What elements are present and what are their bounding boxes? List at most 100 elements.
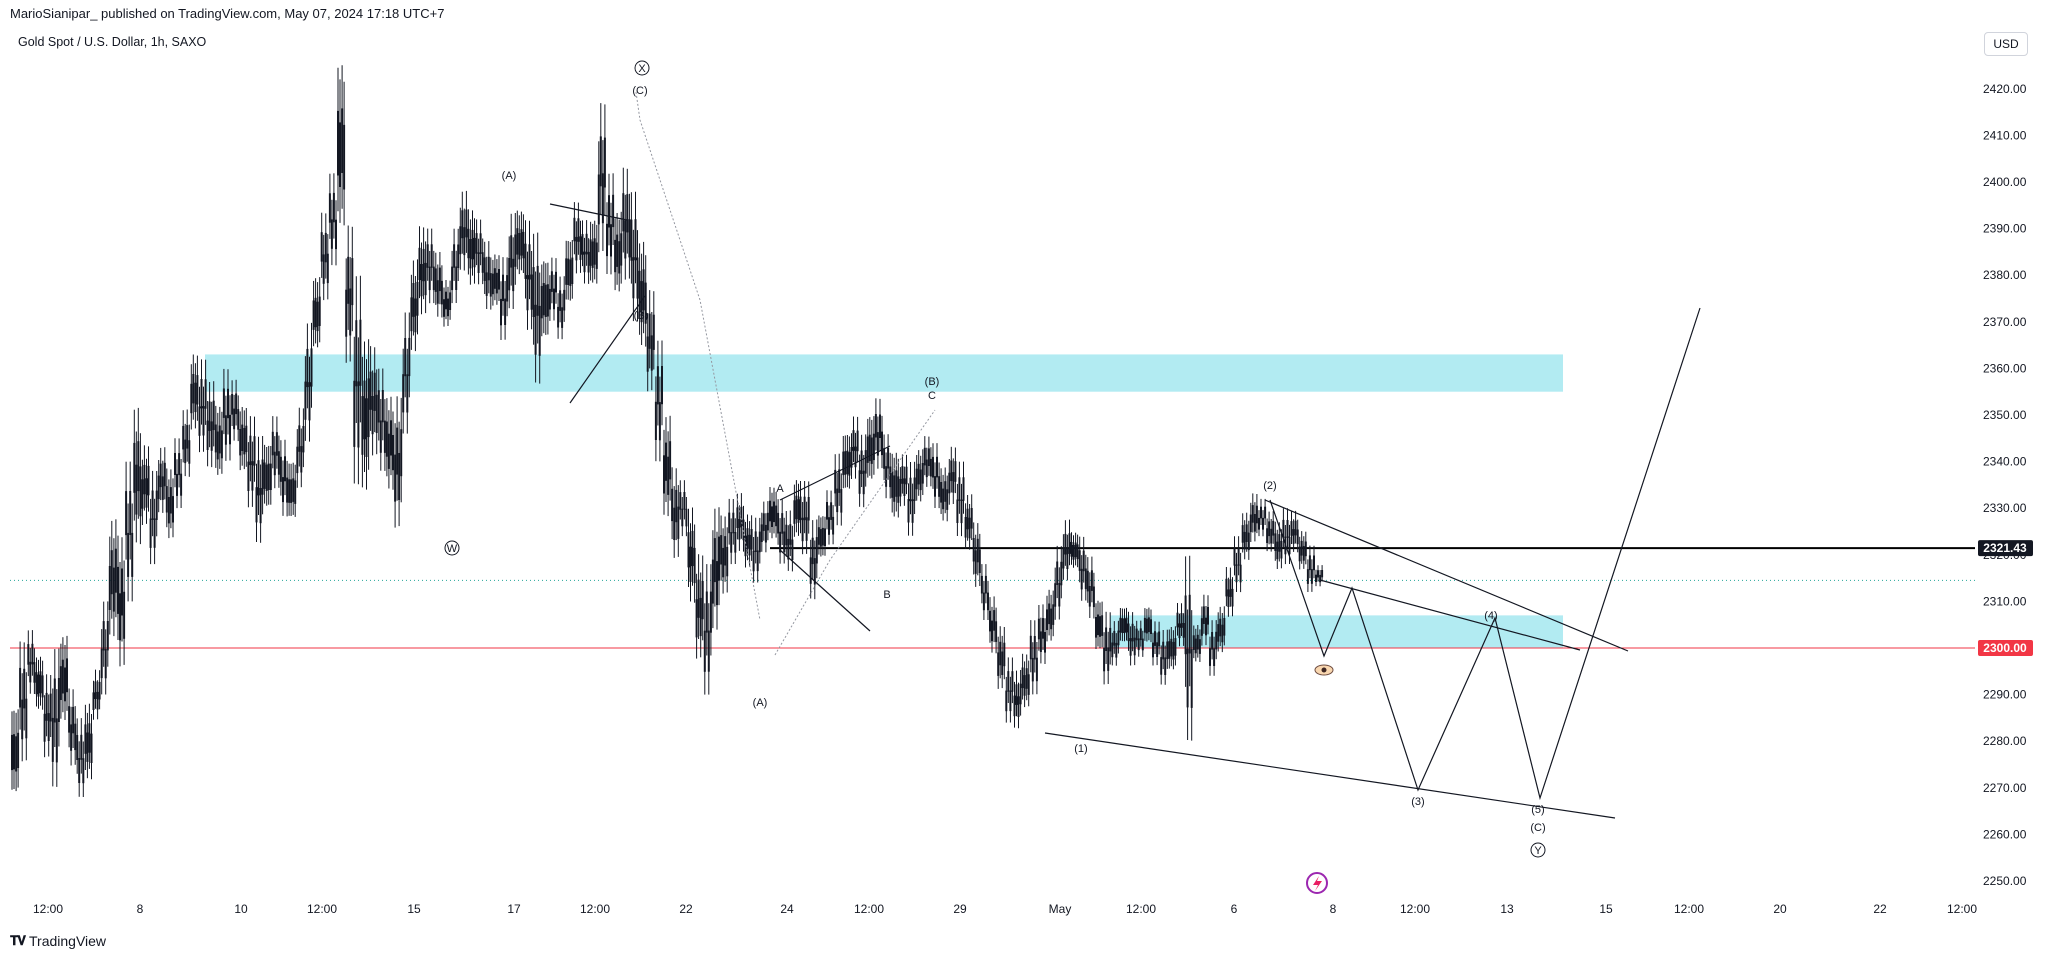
candle-body — [917, 463, 920, 485]
candle-body — [834, 469, 837, 494]
candle-body — [1170, 638, 1173, 657]
candle-body — [909, 477, 912, 502]
candle-body — [377, 390, 380, 423]
candle-body — [612, 194, 615, 228]
candle-body — [563, 289, 566, 311]
candle-body — [866, 436, 869, 463]
candle-body — [526, 275, 529, 311]
candle-body — [691, 530, 694, 567]
candle-body — [465, 209, 468, 238]
candle-body — [850, 447, 853, 468]
candle-body — [968, 517, 971, 539]
candle-body — [408, 337, 411, 377]
candle-body — [663, 455, 665, 494]
candle-body — [575, 236, 578, 261]
candle-body — [966, 508, 969, 530]
y-tick-label: 2400.00 — [1983, 175, 2027, 189]
candle-body — [742, 519, 745, 541]
candle-body — [194, 382, 197, 413]
candle-body — [182, 425, 185, 450]
candle-body — [711, 559, 714, 604]
x-tick-label: 12:00 — [33, 902, 63, 916]
candle-body — [104, 648, 107, 679]
wave-label: (3) — [1411, 796, 1424, 808]
candle-body — [752, 550, 755, 572]
candle-body — [504, 298, 507, 325]
candle-body — [1188, 594, 1191, 654]
candle-body — [1046, 609, 1048, 630]
candle-body — [799, 496, 802, 521]
price-tag-label: 2300.00 — [1983, 641, 2027, 655]
candle-body — [1239, 564, 1242, 583]
candle-body — [601, 173, 604, 224]
candle-body — [322, 254, 325, 284]
candle-body — [732, 512, 735, 534]
candle-body — [616, 234, 619, 267]
candle-body — [903, 478, 906, 496]
candle-body — [1060, 561, 1063, 586]
currency-button[interactable]: USD — [1984, 32, 2028, 56]
candle-body — [936, 456, 938, 478]
candle-body — [233, 408, 236, 430]
y-tick-label: 2330.00 — [1983, 501, 2027, 515]
candle-body — [1147, 617, 1150, 633]
candle-body — [106, 621, 109, 651]
candle-body — [284, 456, 286, 482]
candle-body — [593, 238, 596, 265]
x-tick-label: 22 — [1873, 902, 1887, 916]
wave-circle — [444, 540, 460, 556]
candle-body — [394, 454, 397, 502]
tradingview-brand[interactable]: 𝐓𝐕 TradingView — [10, 933, 106, 949]
y-tick-label: 2390.00 — [1983, 222, 2027, 236]
candle-body — [889, 466, 892, 488]
candle-body — [1150, 619, 1152, 634]
candle-body — [758, 531, 761, 553]
wave-label: Y — [1534, 845, 1542, 857]
candle-body — [974, 550, 977, 574]
candle-body — [1209, 648, 1211, 666]
candle-body — [1310, 569, 1313, 584]
symbol-title: Gold Spot / U.S. Dollar, 1h, SAXO — [18, 35, 207, 49]
candle-body — [426, 244, 429, 268]
y-tick-label: 2340.00 — [1983, 455, 2027, 469]
candle-body — [451, 266, 454, 291]
candle-body — [449, 292, 452, 310]
candle-body — [37, 674, 40, 697]
candle-body — [1288, 536, 1291, 555]
candle-body — [775, 505, 778, 527]
candle-body — [500, 298, 502, 326]
candle-body — [1095, 617, 1097, 638]
candle-body — [595, 242, 598, 269]
candle-body — [826, 502, 828, 520]
candle-body — [669, 441, 672, 480]
candle-body — [1107, 647, 1110, 671]
price-axis[interactable]: 2250.00 2260.00 2270.00 2280.00 2290.00 2300.… — [1983, 82, 2027, 888]
time-axis[interactable]: 12:00 8 10 12:00 15 17 12:00 22 24 12:00 29 May 12:0… — [33, 902, 1977, 916]
candle-body — [656, 366, 659, 405]
candle-body — [599, 136, 602, 187]
candle-body — [163, 462, 166, 487]
candle-body — [1076, 544, 1079, 560]
candle-body — [379, 420, 382, 453]
lightning-icon[interactable] — [1306, 872, 1328, 894]
candle-body — [90, 733, 93, 763]
candle-body — [424, 262, 427, 296]
candle-body — [17, 732, 20, 768]
candle-body — [493, 268, 496, 289]
candle-body — [993, 610, 996, 631]
candle-body — [259, 488, 262, 524]
candle-body — [349, 288, 352, 336]
candle-body — [667, 456, 670, 495]
candle-body — [174, 453, 176, 475]
candle-body — [506, 275, 509, 302]
candle-body — [597, 174, 600, 225]
candle-body — [874, 414, 877, 438]
candle-body — [1231, 588, 1234, 607]
candle-body — [883, 448, 886, 469]
candle-body — [530, 274, 533, 310]
candle-body — [687, 532, 690, 568]
candle-body — [813, 558, 816, 585]
candle-body — [1072, 545, 1075, 560]
candle-body — [1015, 684, 1018, 705]
